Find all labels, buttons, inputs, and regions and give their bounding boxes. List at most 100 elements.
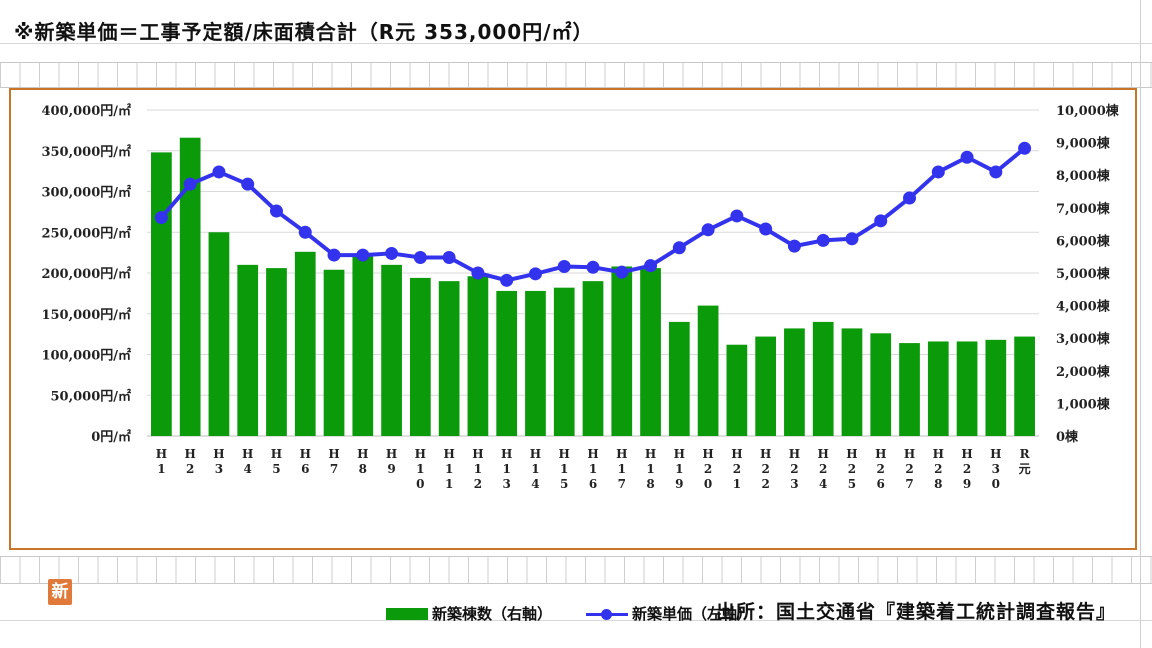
right-axis-tick-label: 10,000棟 <box>1056 103 1120 119</box>
bar <box>525 290 546 436</box>
legend-bar-swatch <box>386 607 428 620</box>
bar <box>927 341 949 436</box>
line-point <box>960 150 974 164</box>
sheet-grid-band-bottom <box>0 556 1152 584</box>
line-point <box>442 251 456 265</box>
left-axis-tick-label: 150,000円/㎡ <box>41 307 131 323</box>
source-citation: 出所：国土交通省『建築着工統計調査報告』 <box>715 601 1116 623</box>
line-point <box>787 239 801 253</box>
legend-item-line: 新築単価（左軸） <box>586 603 752 624</box>
line-point <box>471 266 485 280</box>
left-axis-tick-label: 400,000円/㎡ <box>41 103 131 119</box>
bar <box>812 321 834 436</box>
line-point <box>557 259 571 273</box>
sheet-row-line <box>0 620 1152 621</box>
left-axis-tick-label: 50,000円/㎡ <box>50 388 131 404</box>
line-point <box>528 267 542 281</box>
line-point <box>759 222 773 236</box>
bar <box>409 277 431 436</box>
bar <box>726 344 748 436</box>
bar <box>294 251 316 436</box>
bar <box>1014 336 1035 436</box>
line-point <box>931 165 945 179</box>
chart-frame[interactable]: 0円/㎡ 50,000円/㎡ 100,000円/㎡ 150,000円/㎡ 200,000… <box>9 88 1137 623</box>
line-point <box>356 248 370 262</box>
line-point <box>183 177 197 191</box>
line-point <box>500 273 514 287</box>
line-series <box>159 146 1026 283</box>
chart-legend: 新築棟数（右軸） 新築単価（左軸） <box>386 603 752 624</box>
line-point <box>644 259 658 273</box>
line-point <box>701 223 715 237</box>
line-point <box>730 209 744 223</box>
bar <box>467 276 489 436</box>
left-axis-tick-label: 300,000円/㎡ <box>41 185 131 201</box>
sheet-column-rule <box>1140 0 1141 648</box>
new-badge-icon: 新 <box>48 579 72 605</box>
line-point <box>327 248 341 262</box>
left-axis-tick-label: 350,000円/㎡ <box>41 144 131 160</box>
line-point <box>298 225 312 239</box>
right-axis-tick-label: 9,000棟 <box>1056 136 1111 152</box>
right-axis-tick-label: 8,000棟 <box>1056 168 1111 184</box>
right-axis-tick-label: 2,000棟 <box>1056 364 1111 380</box>
chart-note: ※新築単価＝工事予定額/床面積合計（R元 353,000円/㎡） <box>14 20 594 44</box>
bar <box>496 290 518 436</box>
line-point <box>241 177 255 191</box>
bar <box>553 287 575 436</box>
bar <box>784 328 805 436</box>
line-point <box>212 165 226 179</box>
right-axis-tick-label: 6,000棟 <box>1056 233 1111 249</box>
line-point <box>1018 141 1032 155</box>
line-point <box>586 260 600 274</box>
line-point <box>413 251 427 265</box>
line-point <box>845 232 859 246</box>
bar <box>582 281 604 436</box>
right-axis-tick-label: 1,000棟 <box>1056 396 1111 412</box>
line-point <box>385 246 399 260</box>
right-axis-tick-label: 7,000棟 <box>1056 201 1111 217</box>
right-axis-tick-label: 3,000棟 <box>1056 331 1111 347</box>
combo-chart: 0円/㎡ 50,000円/㎡ 100,000円/㎡ 150,000円/㎡ 200,000… <box>41 103 1120 491</box>
bar <box>266 268 287 436</box>
line-point <box>154 211 168 225</box>
legend-label-bars: 新築棟数（右軸） <box>432 605 553 623</box>
left-axis-tick-label: 200,000円/㎡ <box>41 266 131 282</box>
bar <box>352 253 374 436</box>
bar <box>841 328 863 436</box>
bar <box>956 341 978 436</box>
bar <box>151 152 172 436</box>
legend-label-line: 新築単価（左軸） <box>632 605 753 623</box>
bar <box>697 305 719 436</box>
bar <box>208 232 230 436</box>
bar <box>668 321 690 436</box>
left-axis-tick-label: 250,000円/㎡ <box>41 225 131 241</box>
line-point <box>903 191 917 205</box>
line-point <box>269 204 283 218</box>
sheet-row-line <box>0 43 1152 44</box>
bar <box>985 339 1007 436</box>
